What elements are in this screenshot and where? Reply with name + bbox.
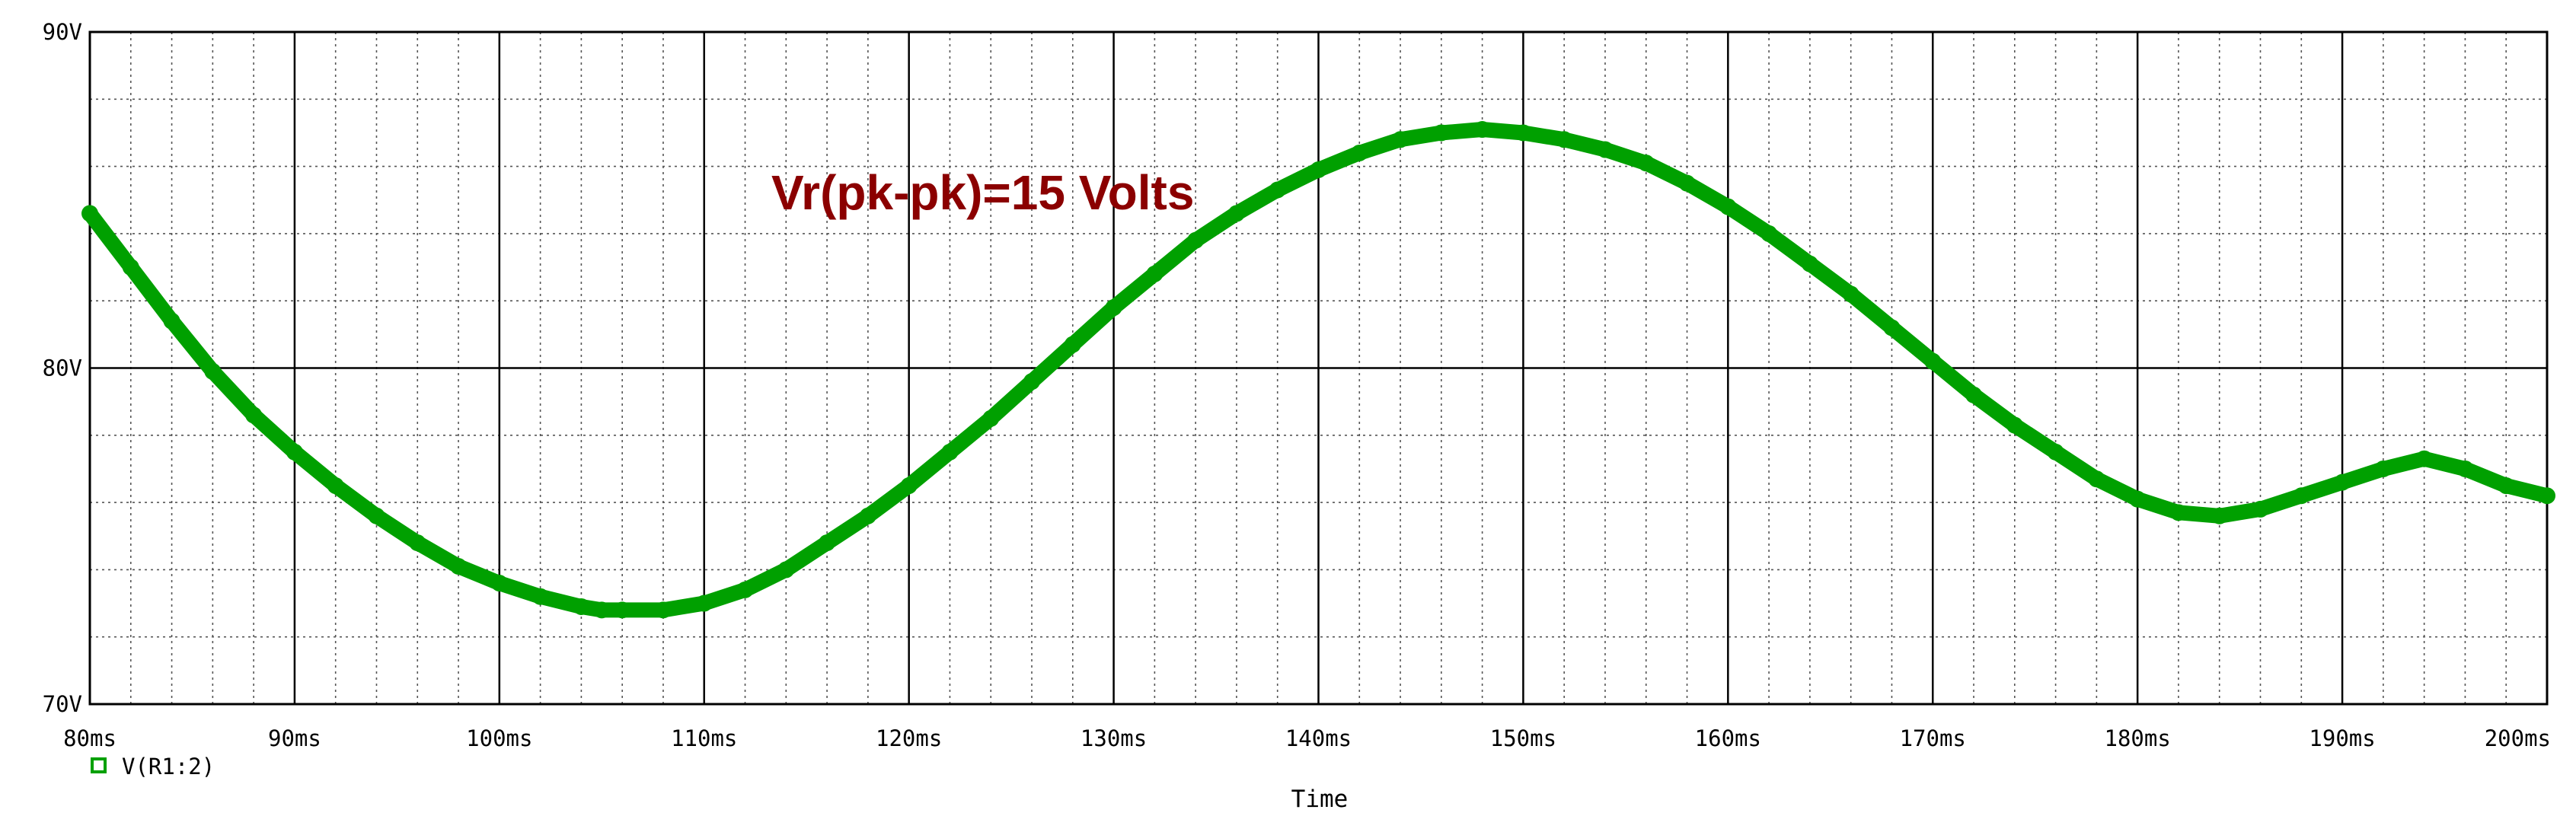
data-point: [2498, 477, 2515, 495]
x-tick-label: 90ms: [268, 725, 321, 751]
y-tick-label: 80V: [43, 355, 82, 381]
data-point: [286, 443, 303, 461]
data-point: [1965, 386, 1983, 403]
data-point: [900, 477, 918, 495]
data-point: [695, 595, 713, 612]
data-point: [1556, 131, 1573, 148]
data-point: [1351, 144, 1368, 161]
annotation-text: Vr(pk-pk)=15 Volts: [771, 165, 1194, 220]
data-point: [1310, 161, 1327, 179]
data-point: [450, 557, 468, 575]
data-point: [1801, 255, 1818, 273]
data-point: [204, 362, 222, 380]
data-point: [859, 507, 876, 524]
data-point: [777, 561, 795, 579]
data-point: [1392, 131, 1409, 148]
data-point: [2088, 470, 2105, 488]
data-point: [1719, 198, 1737, 215]
data-point: [2293, 487, 2310, 505]
data-point: [736, 581, 754, 598]
legend: V(R1:2): [91, 754, 215, 779]
y-tick-label: 70V: [43, 691, 82, 717]
data-point: [1924, 352, 1942, 370]
x-tick-label: 150ms: [1490, 725, 1556, 751]
series-layer: [81, 121, 2555, 619]
data-point: [1515, 124, 1532, 142]
data-point: [819, 534, 836, 552]
x-tick-label: 100ms: [466, 725, 532, 751]
data-point: [1596, 141, 1614, 158]
x-tick-label: 130ms: [1081, 725, 1147, 751]
data-point: [2252, 500, 2269, 518]
data-point: [2129, 490, 2147, 508]
data-point: [2169, 504, 2187, 521]
data-point: [2374, 460, 2392, 477]
x-tick-label: 180ms: [2105, 725, 2171, 751]
data-point: [1473, 121, 1491, 139]
data-point: [2047, 443, 2064, 461]
x-tick-label: 140ms: [1285, 725, 1352, 751]
x-tick-label: 200ms: [2485, 725, 2551, 751]
square-outline-icon: [91, 757, 107, 773]
x-tick-label: 160ms: [1695, 725, 1761, 751]
data-point: [2539, 487, 2555, 505]
data-point: [1064, 336, 1081, 353]
data-point: [1146, 265, 1164, 282]
x-tick-label: 120ms: [876, 725, 942, 751]
data-point: [2211, 507, 2228, 524]
data-point: [593, 601, 611, 619]
x-tick-label: 110ms: [671, 725, 737, 751]
x-tick-label: 170ms: [1900, 725, 1966, 751]
data-point: [1760, 225, 1778, 242]
data-point: [1187, 231, 1205, 249]
data-point: [1678, 174, 1696, 192]
data-point: [1105, 299, 1122, 317]
data-point: [573, 598, 590, 615]
data-point: [2415, 450, 2433, 467]
data-point: [614, 601, 631, 619]
data-point: [81, 205, 98, 222]
data-point: [1842, 285, 1859, 303]
x-tick-labels: 80ms 90ms 100ms 110ms 120ms 130ms 140ms 150ms 16…: [63, 725, 2551, 751]
major-grid: [90, 32, 2547, 704]
plot-frame: [88, 30, 2549, 706]
y-tick-labels: 90V 80V 70V: [43, 19, 82, 717]
y-tick-label: 90V: [43, 19, 82, 45]
data-point: [327, 477, 344, 495]
data-point: [2334, 473, 2351, 491]
x-axis-title: Time: [1291, 786, 1349, 813]
data-point: [122, 259, 139, 276]
data-point: [1432, 124, 1450, 142]
data-point: [531, 588, 549, 605]
data-point: [1023, 373, 1041, 390]
data-point: [2456, 460, 2474, 477]
data-point: [245, 406, 263, 424]
data-point: [2006, 416, 2023, 434]
x-tick-label: 80ms: [63, 725, 117, 751]
data-point: [368, 507, 385, 524]
legend-label: V(R1:2): [122, 754, 215, 779]
x-tick-label: 190ms: [2309, 725, 2375, 751]
data-point: [941, 443, 959, 461]
data-point: [490, 575, 508, 592]
data-point: [982, 410, 1000, 427]
data-point: [409, 534, 426, 552]
data-point: [163, 312, 180, 330]
data-point: [1227, 205, 1245, 222]
data-point: [654, 601, 672, 619]
data-point: [1637, 155, 1655, 172]
data-point: [1883, 319, 1901, 336]
data-point: [1269, 181, 1286, 199]
